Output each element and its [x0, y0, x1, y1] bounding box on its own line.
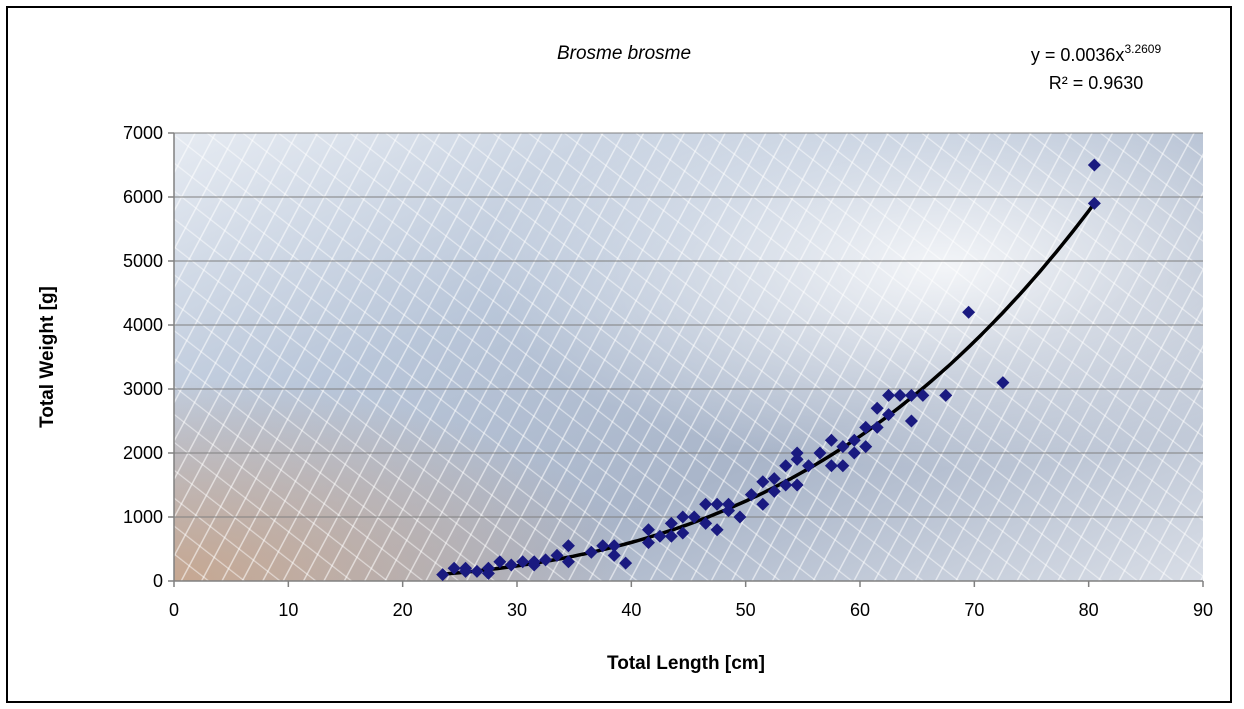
x-tick-label: 40 [621, 600, 641, 620]
data-point [790, 446, 804, 460]
data-point [756, 497, 770, 511]
data-point [664, 529, 678, 543]
x-tick-label: 20 [393, 600, 413, 620]
data-point [596, 539, 610, 553]
data-point [1087, 158, 1101, 172]
y-tick-label: 6000 [123, 187, 163, 207]
data-point [790, 478, 804, 492]
x-tick-label: 0 [169, 600, 179, 620]
axes [168, 132, 1204, 587]
x-tick-label: 90 [1193, 600, 1213, 620]
data-point [699, 497, 713, 511]
x-axis-title: Total Length [cm] [607, 653, 765, 674]
data-point [436, 568, 450, 582]
y-tick-labels: 0 1000 2000 3000 4000 5000 6000 7000 [123, 123, 163, 591]
data-point [802, 459, 816, 473]
data-points [436, 158, 1101, 582]
data-point [641, 536, 655, 550]
data-point [676, 526, 690, 540]
data-point [561, 539, 575, 553]
data-point [996, 376, 1010, 390]
data-point [767, 484, 781, 498]
data-point [459, 561, 473, 575]
x-tick-label: 30 [507, 600, 527, 620]
data-point [664, 516, 678, 530]
data-point [710, 497, 724, 511]
y-tick-label: 0 [153, 571, 163, 591]
data-point [779, 459, 793, 473]
data-point [493, 555, 507, 569]
data-point [893, 388, 907, 402]
data-point [882, 408, 896, 422]
data-point [904, 388, 918, 402]
data-point [962, 305, 976, 319]
x-tick-label: 10 [278, 600, 298, 620]
data-point [699, 516, 713, 530]
data-point [653, 529, 667, 543]
equation-prefix: y = 0.0036x [1031, 45, 1125, 65]
x-tick-label: 80 [1079, 600, 1099, 620]
data-point [1087, 196, 1101, 210]
data-point [870, 420, 884, 434]
trendline-equation: y = 0.0036x3.2609 [1031, 42, 1162, 65]
plot-background-photo [174, 133, 1203, 581]
data-point [939, 388, 953, 402]
data-point [813, 446, 827, 460]
y-tick-label: 7000 [123, 123, 163, 143]
data-point [824, 433, 838, 447]
x-tick-label: 70 [964, 600, 984, 620]
data-point [687, 510, 701, 524]
y-tick-label: 1000 [123, 507, 163, 527]
x-tick-label: 50 [736, 600, 756, 620]
data-point [539, 553, 553, 567]
data-point [756, 475, 770, 489]
data-point [824, 459, 838, 473]
data-point [470, 564, 484, 578]
y-axis-title: Total Weight [g] [37, 286, 58, 428]
data-point [847, 433, 861, 447]
data-point [504, 558, 518, 572]
data-point [859, 440, 873, 454]
data-point [561, 555, 575, 569]
data-point [481, 561, 495, 575]
data-point [676, 510, 690, 524]
equation-exponent: 3.2609 [1124, 42, 1161, 56]
y-tick-label: 2000 [123, 443, 163, 463]
data-point [836, 440, 850, 454]
data-point [859, 420, 873, 434]
data-point [619, 556, 633, 570]
data-point [744, 488, 758, 502]
data-point [550, 548, 564, 562]
data-point [882, 388, 896, 402]
data-point [641, 523, 655, 537]
data-point [904, 414, 918, 428]
y-tick-label: 5000 [123, 251, 163, 271]
data-point [847, 446, 861, 460]
data-point [527, 555, 541, 569]
horizontal-gridlines [174, 132, 1203, 518]
data-point [607, 548, 621, 562]
data-point [733, 510, 747, 524]
data-point [779, 478, 793, 492]
data-point [447, 561, 461, 575]
y-tick-label: 3000 [123, 379, 163, 399]
x-tick-labels: 0 10 20 30 40 50 60 70 80 90 [169, 600, 1213, 620]
data-point [767, 472, 781, 486]
data-point [516, 555, 530, 569]
data-point [836, 459, 850, 473]
data-point [710, 523, 724, 537]
data-point [870, 401, 884, 415]
data-point [607, 539, 621, 553]
y-tick-label: 4000 [123, 315, 163, 335]
r-squared-label: R² = 0.9630 [1049, 73, 1144, 93]
data-point [916, 388, 930, 402]
data-point [584, 545, 598, 559]
chart-title: Brosme brosme [557, 43, 691, 64]
x-tick-label: 60 [850, 600, 870, 620]
data-point [722, 497, 736, 511]
